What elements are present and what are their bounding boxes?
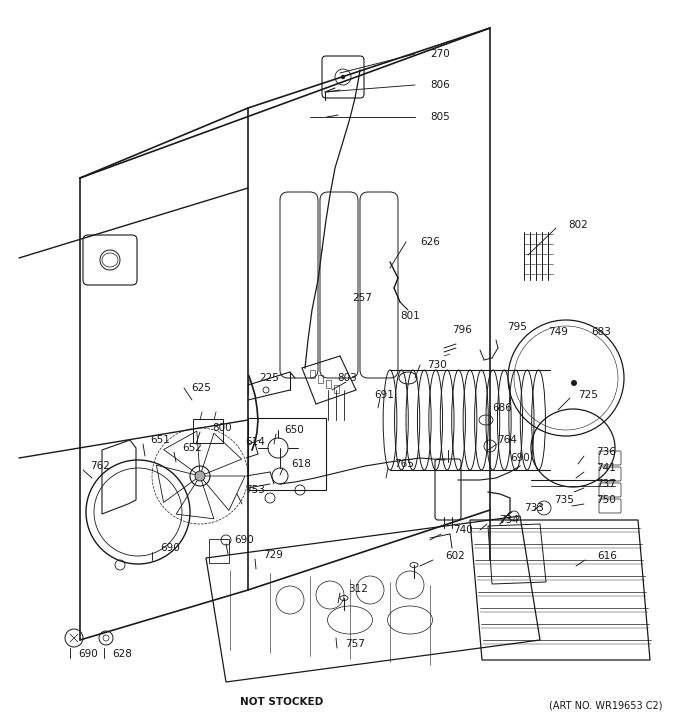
Text: 796: 796 <box>452 325 472 335</box>
Text: 725: 725 <box>578 390 598 400</box>
Text: 312: 312 <box>348 584 368 594</box>
Text: 806: 806 <box>430 80 449 90</box>
Text: 805: 805 <box>430 112 449 122</box>
Text: 652: 652 <box>182 443 202 453</box>
Circle shape <box>341 75 345 79</box>
Text: 734: 734 <box>499 515 519 525</box>
Text: 683: 683 <box>591 327 611 337</box>
Text: 803: 803 <box>337 373 357 383</box>
Text: 733: 733 <box>524 503 544 513</box>
Text: 626: 626 <box>420 237 440 247</box>
Text: 602: 602 <box>445 551 464 561</box>
Text: 628: 628 <box>112 649 132 659</box>
Text: 686: 686 <box>492 403 512 413</box>
Circle shape <box>571 380 577 386</box>
Text: 257: 257 <box>352 293 372 303</box>
Text: 616: 616 <box>597 551 617 561</box>
Text: 730: 730 <box>427 360 447 370</box>
Text: 225: 225 <box>259 373 279 383</box>
Text: 795: 795 <box>507 322 527 332</box>
Text: 757: 757 <box>345 639 365 649</box>
Text: 749: 749 <box>548 327 568 337</box>
Text: 736: 736 <box>596 447 616 457</box>
Text: NOT STOCKED: NOT STOCKED <box>240 697 324 707</box>
Text: 753: 753 <box>245 485 265 495</box>
Text: 764: 764 <box>497 435 517 445</box>
Text: 765: 765 <box>394 459 414 469</box>
Text: 741: 741 <box>596 463 616 473</box>
Text: 735: 735 <box>554 495 574 505</box>
Text: 762: 762 <box>90 461 110 471</box>
Text: 750: 750 <box>596 495 616 505</box>
Text: 729: 729 <box>263 550 283 560</box>
Text: (ART NO. WR19653 C2): (ART NO. WR19653 C2) <box>549 701 663 711</box>
Text: 270: 270 <box>430 49 449 59</box>
Text: 801: 801 <box>400 311 420 321</box>
Text: 625: 625 <box>191 383 211 393</box>
Text: 737: 737 <box>596 479 616 489</box>
Text: 614: 614 <box>245 437 265 447</box>
Text: 618: 618 <box>291 459 311 469</box>
Text: 802: 802 <box>568 220 588 230</box>
Text: 690: 690 <box>234 535 254 545</box>
Text: 740: 740 <box>453 525 473 535</box>
Circle shape <box>195 471 205 481</box>
Text: 800: 800 <box>212 423 232 433</box>
Text: 651: 651 <box>150 435 170 445</box>
Text: 650: 650 <box>284 425 304 435</box>
Text: 691: 691 <box>374 390 394 400</box>
Text: 690: 690 <box>510 453 530 463</box>
Text: 690: 690 <box>78 649 98 659</box>
Text: 690: 690 <box>160 543 180 553</box>
